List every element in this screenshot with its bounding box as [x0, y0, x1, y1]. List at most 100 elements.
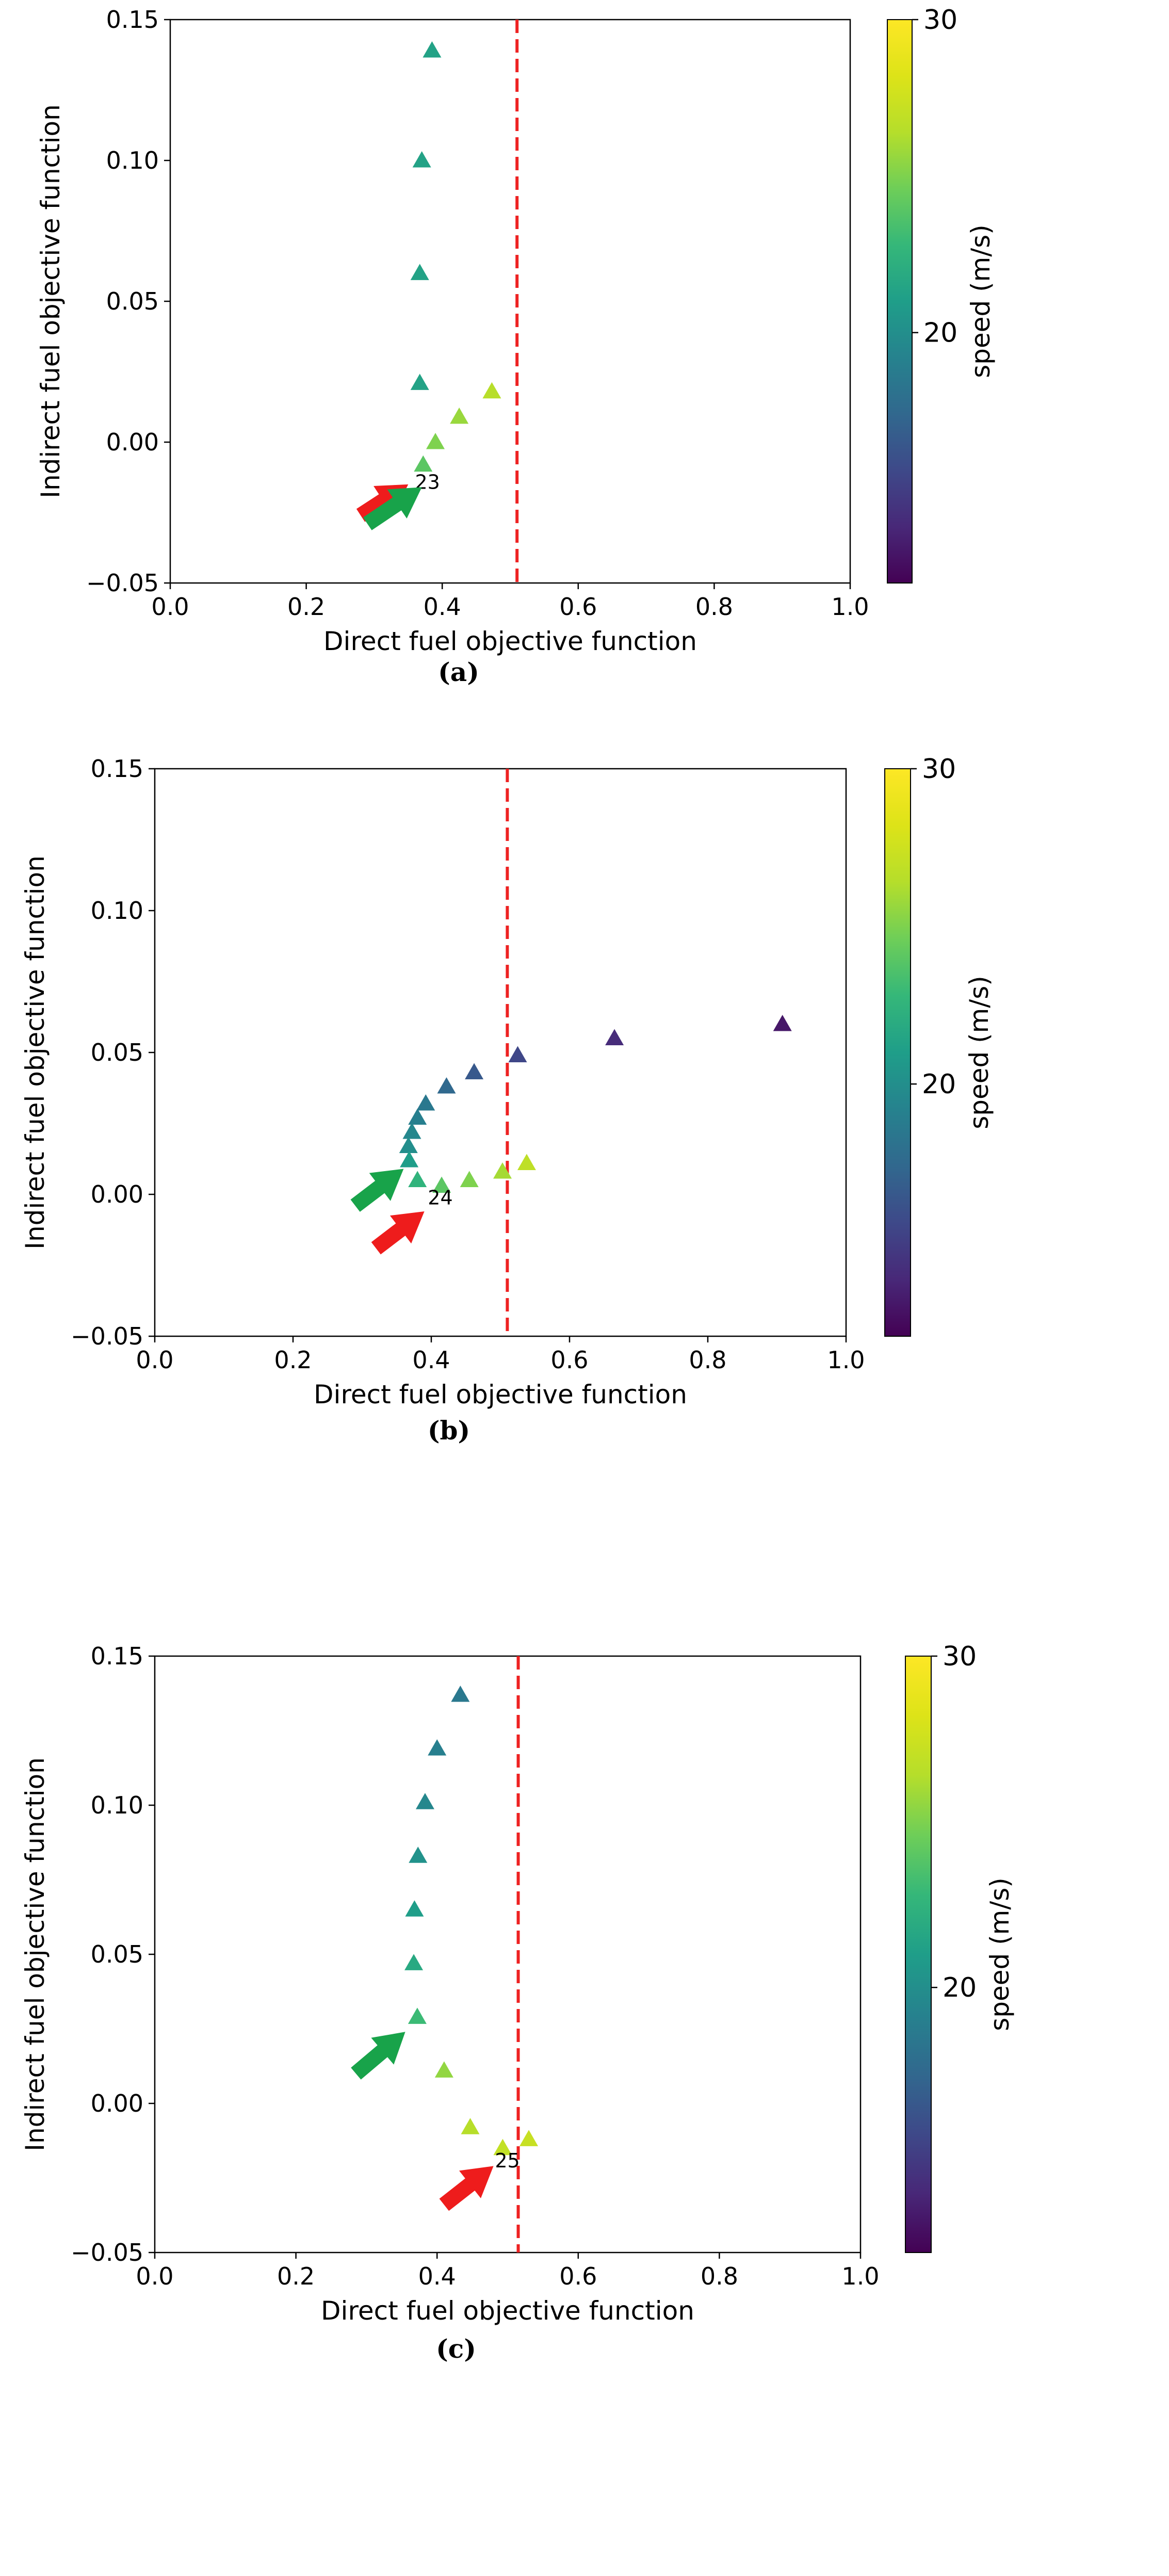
- data-point: [412, 151, 431, 168]
- data-point: [605, 1029, 624, 1045]
- data-point: [773, 1015, 792, 1031]
- x-tick-label: 0.8: [689, 1346, 726, 1374]
- colorbar-tick-label: 30: [922, 754, 956, 785]
- x-tick-label: 0.6: [559, 2262, 597, 2290]
- x-tick-label: 0.0: [136, 1346, 173, 1374]
- x-tick-label: 0.8: [701, 2262, 738, 2290]
- panel-a: 0.0 0.2 0.4 0.6 0.8 1.0 −0.05 0.00 0.05 0.10 0.15 D…: [36, 5, 996, 687]
- y-tick-label: 0.10: [91, 1791, 143, 1819]
- red-arrow: [371, 1211, 425, 1255]
- data-point: [493, 1162, 512, 1179]
- colorbar-tick-label: 20: [922, 1069, 956, 1100]
- y-tick-label: 0.00: [91, 2089, 143, 2117]
- colorbar: [884, 768, 911, 1337]
- data-point: [414, 455, 433, 472]
- data-point: [400, 1151, 419, 1168]
- data-point: [493, 2138, 512, 2156]
- plot-area-frame: [154, 768, 847, 1337]
- red-arrow: [439, 2166, 494, 2211]
- data-point: [410, 374, 429, 390]
- y-tick-label: 0.05: [91, 1940, 143, 1968]
- plot-area-frame: [169, 19, 851, 584]
- data-point: [434, 2061, 453, 2078]
- data-point: [519, 2130, 539, 2146]
- x-axis-label: Direct fuel objective function: [323, 626, 697, 656]
- data-point: [432, 1176, 451, 1193]
- colorbar: [905, 1656, 932, 2253]
- data-point: [426, 433, 445, 449]
- y-axis-label: Indirect fuel objective function: [36, 104, 66, 498]
- panel-b: 0.0 0.2 0.4 0.6 0.8 1.0 −0.05 0.00 0.05 0.10 0.15 D…: [20, 754, 994, 1446]
- panel-caption: (b): [428, 1415, 470, 1446]
- x-tick-label: 0.4: [418, 2262, 456, 2290]
- y-tick-label: 0.15: [106, 6, 159, 34]
- data-point: [409, 1846, 428, 1863]
- colorbar-tick-label: 20: [943, 1972, 977, 2003]
- data-point: [399, 1137, 418, 1153]
- data-point: [423, 41, 442, 58]
- y-tick-label: 0.00: [91, 1180, 143, 1208]
- data-point: [416, 1094, 435, 1111]
- x-tick-label: 0.6: [559, 593, 597, 621]
- x-tick-label: 1.0: [827, 1346, 865, 1374]
- data-point: [415, 1793, 434, 1809]
- x-tick-label: 0.8: [695, 593, 733, 621]
- y-tick-label: −0.05: [71, 2239, 143, 2266]
- y-tick-label: 0.00: [106, 428, 159, 456]
- green-arrow: [363, 487, 422, 530]
- x-axis-label: Direct fuel objective function: [321, 2296, 694, 2326]
- data-point: [460, 1171, 479, 1187]
- y-tick-label: 0.05: [91, 1039, 143, 1066]
- x-tick-label: 0.2: [287, 593, 325, 621]
- x-axis-label: Direct fuel objective function: [314, 1380, 687, 1409]
- point-annotation: 25: [495, 2149, 519, 2172]
- y-tick-label: 0.05: [106, 287, 159, 315]
- data-point: [461, 2118, 480, 2134]
- data-point: [437, 1077, 456, 1094]
- data-point: [408, 1171, 427, 1187]
- x-tick-label: 0.4: [424, 593, 461, 621]
- green-arrow: [351, 2032, 405, 2080]
- y-axis-label: Indirect fuel objective function: [20, 855, 50, 1250]
- data-point: [517, 1154, 536, 1170]
- colorbar-tick-label: 30: [923, 5, 957, 36]
- y-tick-label: 0.10: [91, 897, 143, 925]
- data-point: [482, 382, 501, 399]
- data-point: [405, 1900, 424, 1917]
- panel-caption: (c): [436, 2334, 476, 2364]
- x-tick-label: 1.0: [831, 593, 869, 621]
- data-point: [404, 1954, 424, 1970]
- y-tick-label: −0.05: [86, 569, 159, 597]
- colorbar-tick-label: 20: [923, 318, 957, 349]
- x-tick-label: 0.2: [274, 1346, 312, 1374]
- data-point: [465, 1063, 484, 1079]
- x-tick-label: 1.0: [841, 2262, 879, 2290]
- colorbar-tick-label: 30: [943, 1641, 977, 1672]
- x-tick-label: 0.0: [151, 593, 189, 621]
- x-tick-label: 0.6: [550, 1346, 588, 1374]
- data-point: [402, 1123, 421, 1139]
- colorbar-label: speed (m/s): [985, 1877, 1015, 2031]
- data-point: [408, 2007, 427, 2024]
- y-tick-label: −0.05: [71, 1322, 143, 1350]
- x-tick-label: 0.2: [277, 2262, 315, 2290]
- panel-caption: (a): [438, 657, 479, 687]
- data-point: [408, 1108, 427, 1125]
- point-annotation: 24: [428, 1187, 452, 1209]
- data-point: [428, 1739, 447, 1756]
- y-tick-label: 0.15: [91, 1642, 143, 1670]
- colorbar-label: speed (m/s): [966, 224, 996, 378]
- data-point: [508, 1046, 527, 1062]
- data-point: [451, 1686, 470, 1702]
- y-axis-label: Indirect fuel objective function: [20, 1757, 50, 2151]
- y-tick-label: 0.15: [91, 755, 143, 783]
- green-arrow: [350, 1169, 404, 1212]
- y-tick-label: 0.10: [106, 147, 159, 174]
- colorbar-label: speed (m/s): [964, 976, 994, 1129]
- colorbar: [887, 19, 913, 584]
- x-tick-label: 0.4: [412, 1346, 450, 1374]
- panel-c: 0.0 0.2 0.4 0.6 0.8 1.0 −0.05 0.00 0.05 0.10 0.15 D…: [20, 1641, 1015, 2364]
- data-point: [450, 407, 469, 424]
- data-point: [410, 264, 429, 280]
